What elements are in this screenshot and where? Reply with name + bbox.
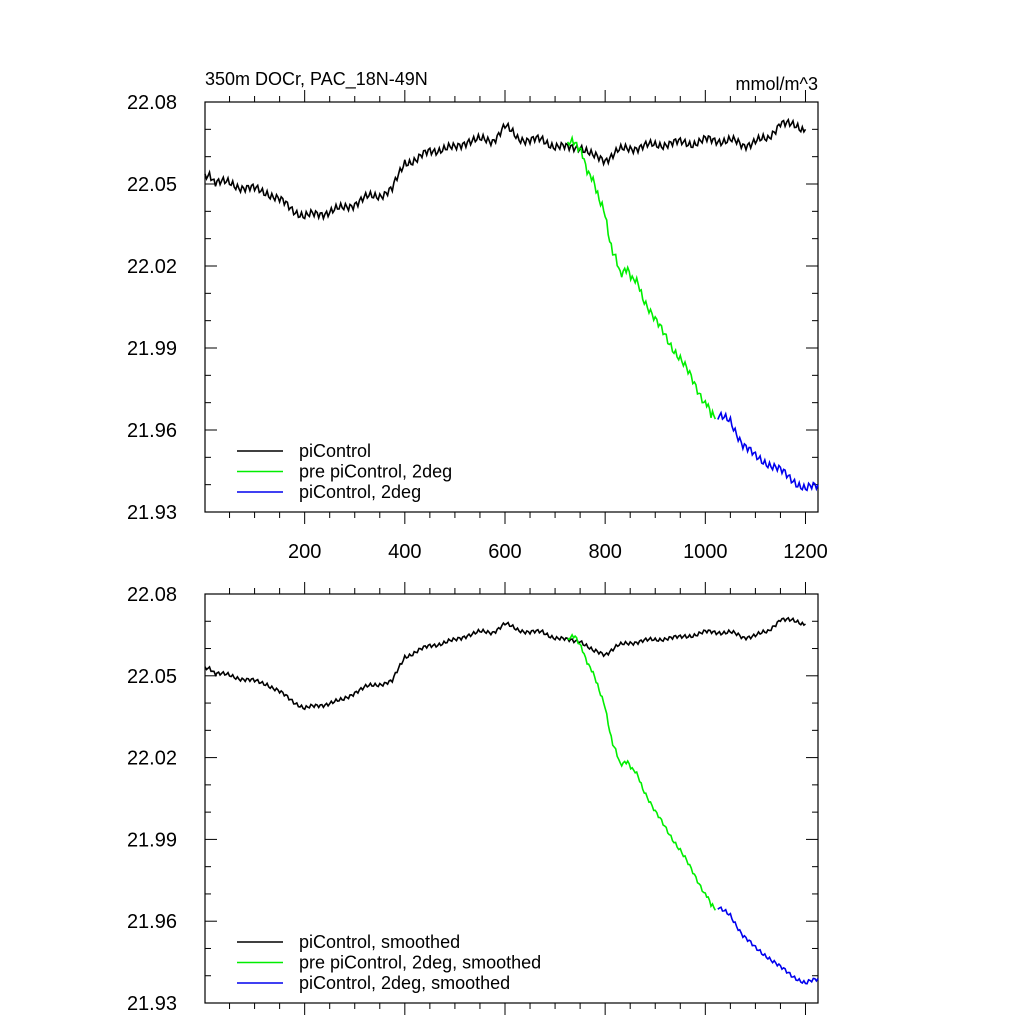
x-tick-label: 400 <box>388 541 421 563</box>
series-line <box>567 633 717 911</box>
y-tick-label: 22.02 <box>127 748 177 770</box>
lower-panel: 22.08 22.05 22.02 21.99 21.96 21.93 piControl,… <box>127 582 819 1015</box>
y-tick-label: 21.99 <box>127 829 177 851</box>
legend-label: pre piControl, 2deg <box>299 462 452 482</box>
chart-title: 350m DOCr, PAC_18N-49N <box>205 69 428 90</box>
y-tick-label: 21.96 <box>127 911 177 933</box>
legend-label: piControl, smoothed <box>299 932 460 952</box>
y-tick-label: 22.05 <box>127 666 177 688</box>
upper-panel: 22.08 22.05 22.02 21.99 21.96 21.93 200 400 600 8… <box>127 69 828 563</box>
x-tick-label: 1000 <box>683 541 728 563</box>
x-tick-label: 600 <box>488 541 521 563</box>
legend-label: pre piControl, 2deg, smoothed <box>299 953 541 973</box>
units-label: mmol/m^3 <box>736 74 818 94</box>
legend-label: piControl <box>299 441 371 461</box>
x-tick-label: 1200 <box>783 541 828 563</box>
series-line <box>204 616 806 711</box>
series-line <box>717 410 819 492</box>
y-tick-label: 21.96 <box>127 420 177 442</box>
y-tick-label: 22.08 <box>127 584 177 606</box>
y-tick-label: 21.93 <box>127 502 177 524</box>
series-line <box>204 117 807 222</box>
y-tick-label: 22.05 <box>127 174 177 196</box>
x-tick-label: 800 <box>588 541 621 563</box>
series-line <box>566 134 717 420</box>
y-tick-label: 22.02 <box>127 256 177 278</box>
legend-label: piControl, 2deg, smoothed <box>299 973 510 993</box>
series-line <box>717 906 819 985</box>
x-tick-label: 200 <box>288 541 321 563</box>
legend-label: piControl, 2deg <box>299 482 421 502</box>
y-tick-label: 21.93 <box>127 993 177 1015</box>
y-tick-label: 22.08 <box>127 92 177 114</box>
y-tick-label: 21.99 <box>127 338 177 360</box>
plot-frame <box>204 101 819 513</box>
plot-frame <box>204 593 819 1004</box>
